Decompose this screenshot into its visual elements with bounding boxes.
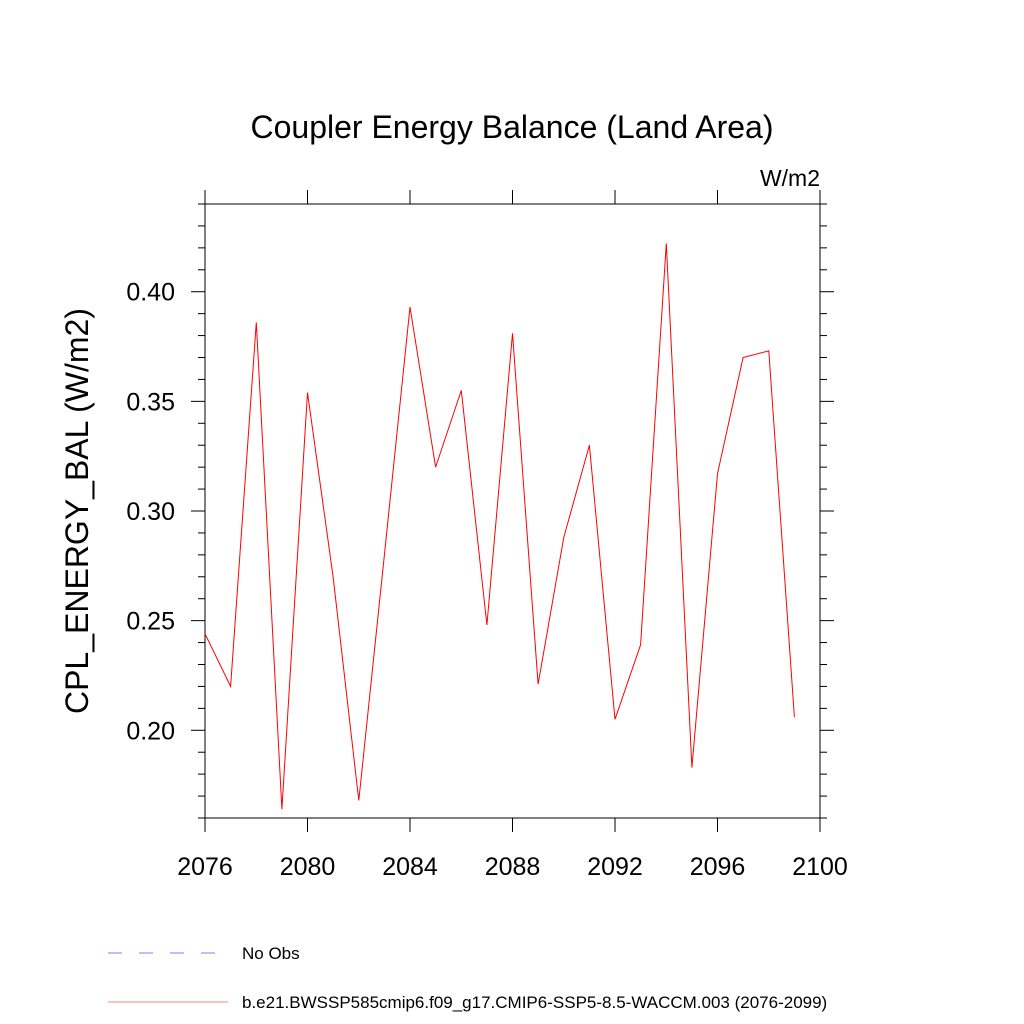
y-tick-label: 0.40 xyxy=(126,279,175,307)
x-tick-label: 2100 xyxy=(792,853,848,881)
x-tick-label: 2096 xyxy=(690,853,746,881)
chart-title: Coupler Energy Balance (Land Area) xyxy=(251,109,774,145)
plot-frame xyxy=(204,203,821,819)
x-tick-label: 2080 xyxy=(280,853,336,881)
legend-label-model: b.e21.BWSSP585cmip6.f09_g17.CMIP6-SSP5-8… xyxy=(242,993,827,1012)
series-line xyxy=(204,243,795,810)
units-label: W/m2 xyxy=(760,165,820,191)
legend: No Obs b.e21.BWSSP585cmip6.f09_g17.CMIP6… xyxy=(108,944,827,1012)
y-axis-label: CPL_ENERGY_BAL (W/m2) xyxy=(59,308,95,714)
x-tick-label: 2084 xyxy=(382,853,438,881)
y-tick-label: 0.30 xyxy=(126,498,175,526)
y-tick-label: 0.25 xyxy=(126,608,175,636)
x-tick-label: 2092 xyxy=(587,853,643,881)
y-tick-label: 0.35 xyxy=(126,388,175,416)
legend-label-no-obs: No Obs xyxy=(242,944,300,963)
x-tick-label: 2076 xyxy=(177,853,233,881)
x-tick-label: 2088 xyxy=(485,853,541,881)
y-tick-label: 0.20 xyxy=(126,717,175,745)
